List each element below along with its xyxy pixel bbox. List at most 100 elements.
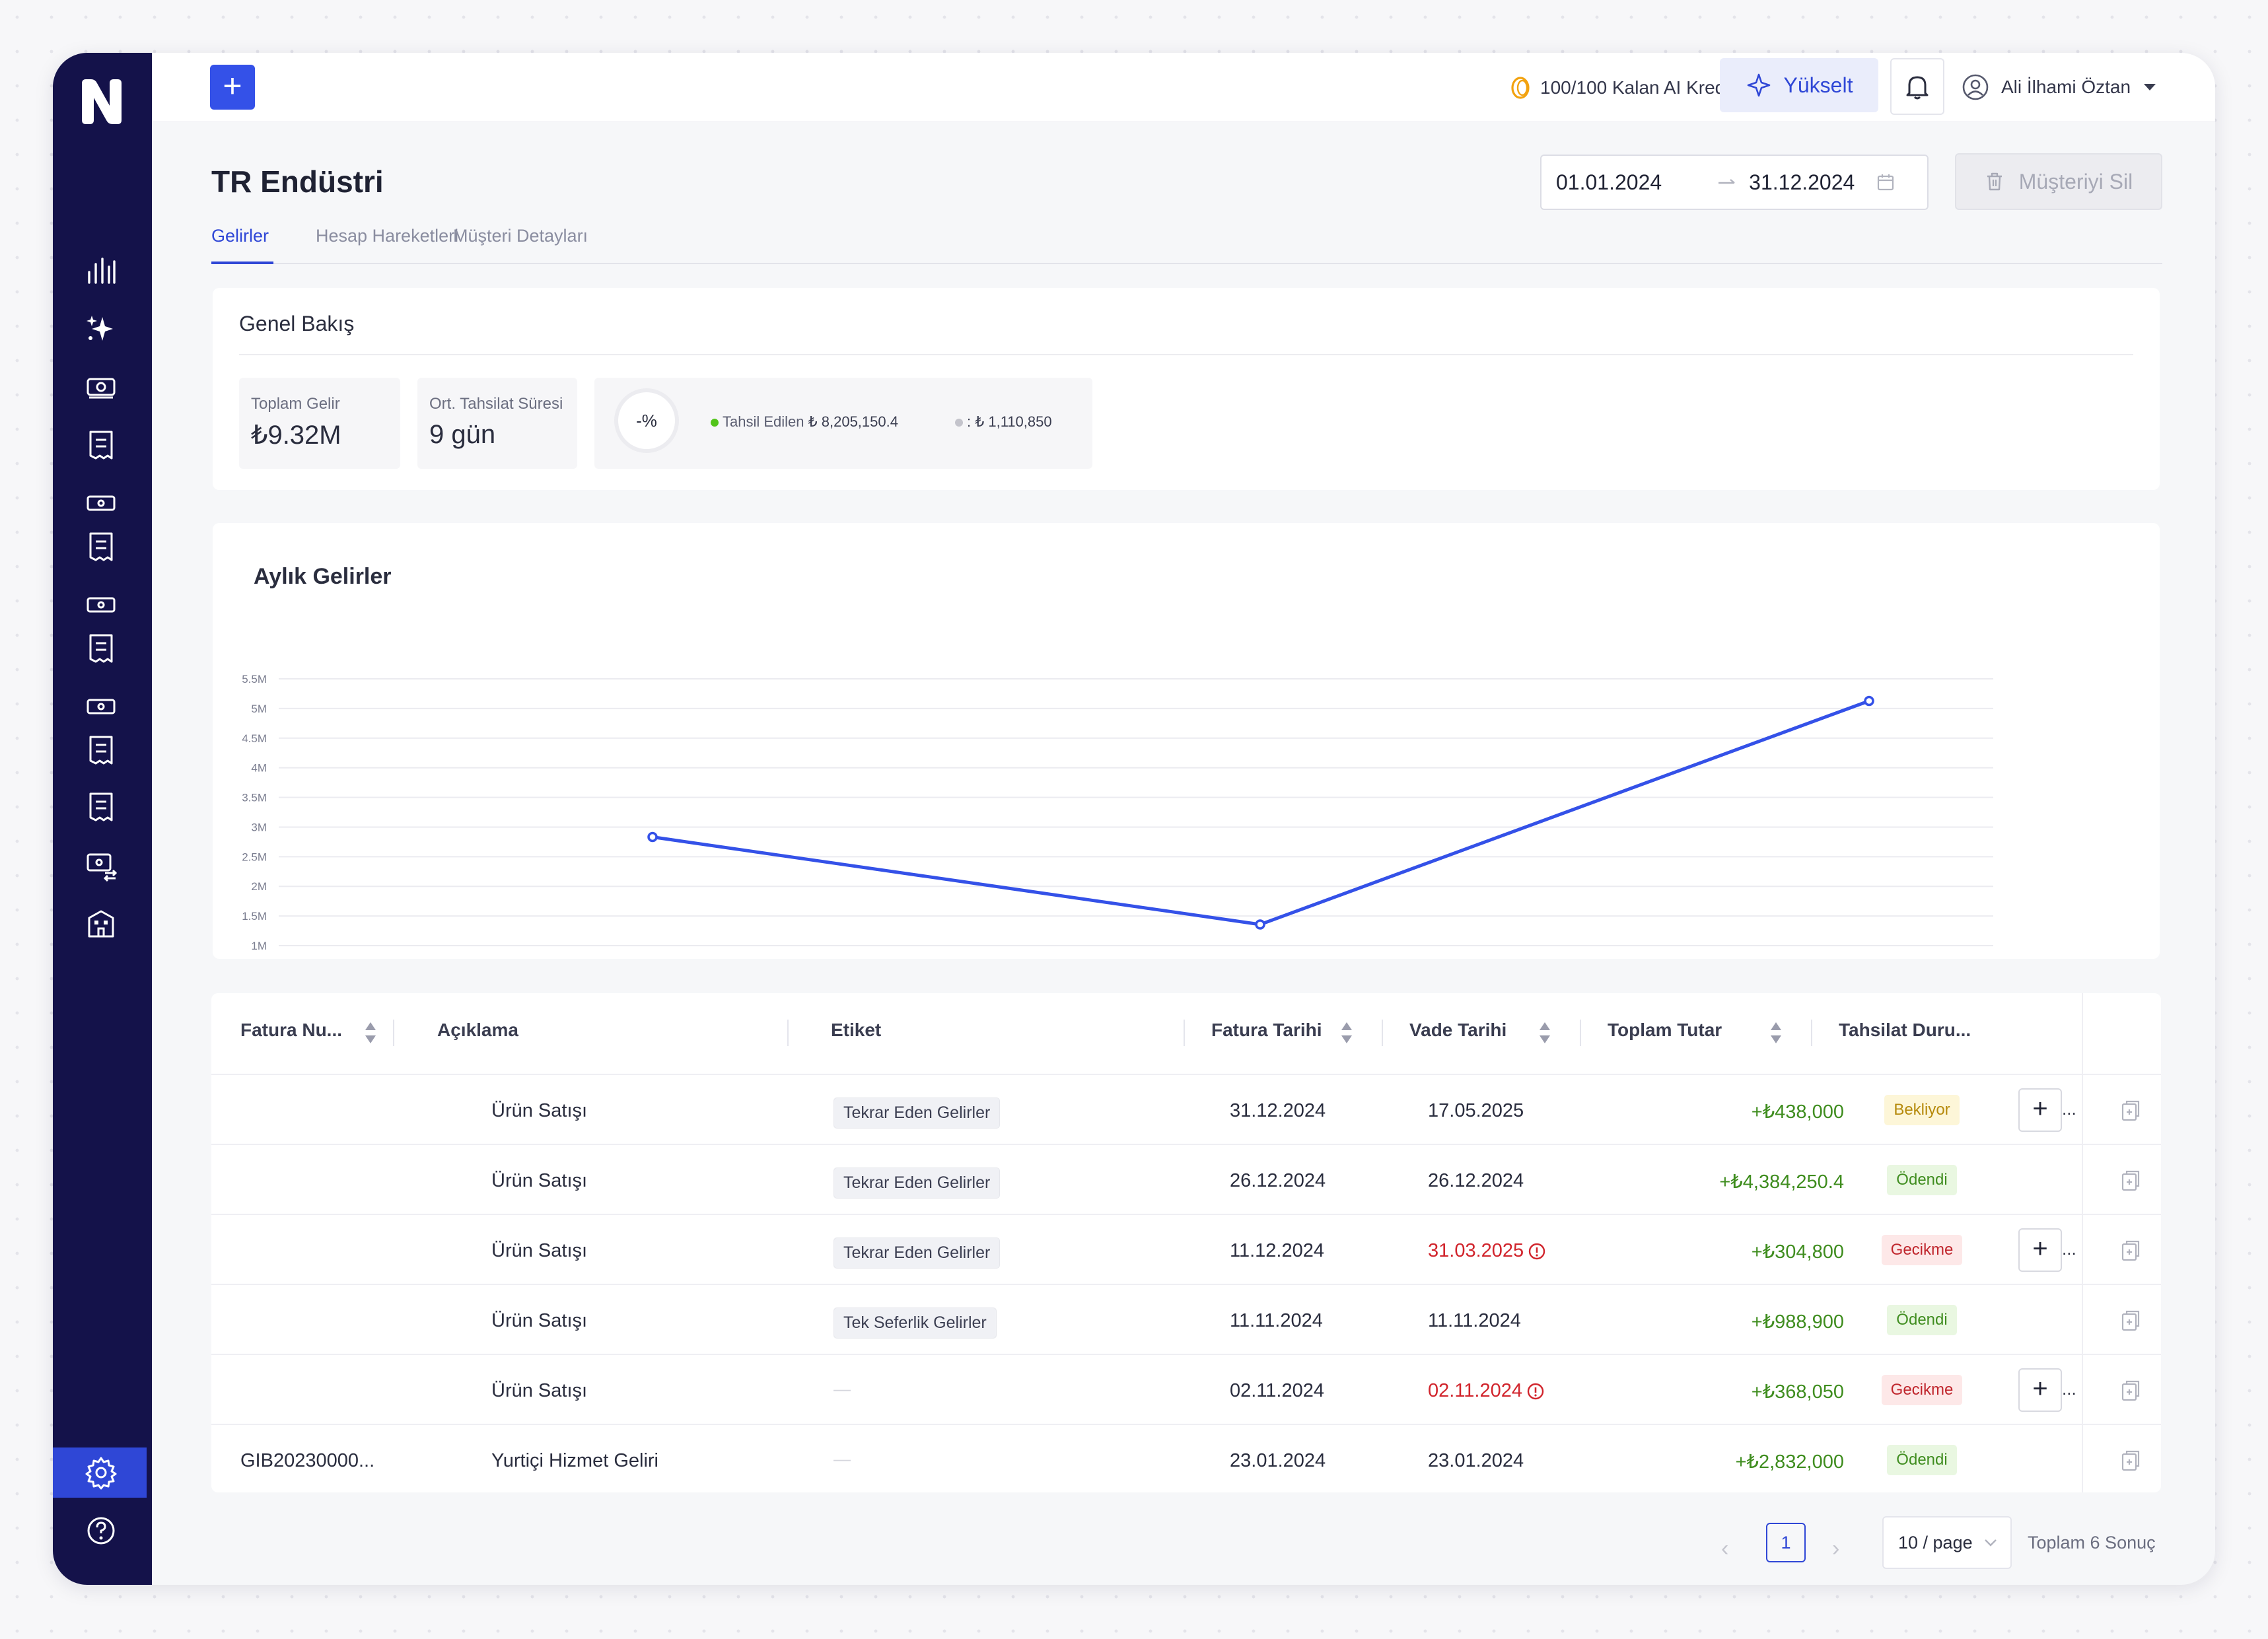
calendar-icon [1878, 174, 1894, 191]
other-label: : [967, 413, 972, 430]
status-badge: Bekliyor [1884, 1095, 1960, 1125]
logo[interactable] [75, 75, 128, 128]
receipt-icon[interactable] [83, 427, 120, 464]
wallet-icon[interactable] [83, 485, 120, 522]
add-payment-button[interactable]: + [2018, 1088, 2062, 1132]
sticky-divider [2082, 1285, 2083, 1355]
description: Ürün Satışı [491, 1310, 588, 1331]
tab-musteri-detaylari[interactable]: Müşteri Detayları [453, 226, 588, 246]
total-amount: +₺438,000 [1751, 1101, 1844, 1123]
tab-gelirler[interactable]: Gelirler [211, 226, 269, 246]
column-separator [1811, 1020, 1812, 1046]
user-icon [1962, 74, 1989, 100]
wallet-icon[interactable] [83, 688, 120, 725]
column-header[interactable]: Toplam Tutar [1608, 1020, 1722, 1040]
sparkles-icon[interactable] [83, 310, 120, 347]
receipt-icon[interactable] [83, 788, 120, 825]
bell-icon [1906, 76, 1929, 100]
help-icon[interactable] [83, 1512, 120, 1549]
copy-icon[interactable] [2120, 1379, 2141, 1403]
copy-icon[interactable] [2120, 1239, 2141, 1263]
copy-icon[interactable] [2120, 1449, 2141, 1473]
column-header[interactable]: Fatura Tarihi [1211, 1020, 1322, 1040]
next-page-button[interactable]: › [1832, 1536, 1840, 1561]
y-tick-label: 5M [251, 703, 267, 715]
date-end[interactable]: 31.12.2024 [1749, 170, 1855, 194]
transfer-icon[interactable] [83, 847, 120, 884]
receipt-icon[interactable] [83, 528, 120, 565]
prev-page-button[interactable]: ‹ [1721, 1536, 1729, 1561]
add-payment-button[interactable]: + [2018, 1228, 2062, 1272]
sort-icon[interactable] [1538, 1018, 1552, 1047]
page-1-button[interactable]: 1 [1766, 1523, 1806, 1562]
arrow-right-icon [1719, 179, 1735, 184]
copy-icon[interactable] [2120, 1099, 2141, 1123]
add-button[interactable]: + [210, 65, 255, 110]
total-results: Toplam 6 Sonuç [2028, 1533, 2156, 1552]
copy-icon[interactable] [2120, 1169, 2141, 1193]
total-amount: +₺368,050 [1751, 1381, 1844, 1403]
overview-card: Genel Bakış Toplam Gelir ₺9.32M Ort. Tah… [213, 288, 2160, 490]
top-bar: + 100/100 Kalan AI Kredisi Yükselt Ali İ… [152, 53, 2215, 122]
wallet-icon[interactable] [83, 586, 120, 623]
status-badge: Gecikme [1881, 1235, 1963, 1265]
table-row[interactable]: Ürün Satışı Tekrar Eden Gelirler 11.12.202… [211, 1214, 2161, 1285]
table-row[interactable]: Ürün Satışı — 02.11.2024 02.11.2024 +₺368,05… [211, 1354, 2161, 1425]
tag-badge: Tekrar Eden Gelirler [833, 1238, 1001, 1269]
y-tick-label: 1.5M [242, 910, 267, 923]
upgrade-label: Yükselt [1783, 73, 1853, 97]
due-date-value: 23.01.2024 [1428, 1450, 1524, 1471]
table-row[interactable]: Ürün Satışı Tek Seferlik Gelirler 11.11.20… [211, 1284, 2161, 1355]
y-tick-label: 5.5M [242, 673, 267, 685]
status-badge: Ödendi [1887, 1305, 1957, 1335]
date-start[interactable]: 01.01.2024 [1556, 170, 1662, 194]
description: Yurtiçi Hizmet Geliri [491, 1450, 658, 1471]
data-point[interactable] [1255, 919, 1265, 930]
copy-icon[interactable] [2120, 1309, 2141, 1333]
due-date-value: 26.12.2024 [1428, 1170, 1524, 1191]
table-row[interactable]: Ürün Satışı Tekrar Eden Gelirler 26.12.202… [211, 1144, 2161, 1215]
column-separator [1580, 1020, 1581, 1046]
upgrade-button[interactable]: Yükselt [1720, 58, 1878, 112]
notifications-button[interactable] [1890, 58, 1944, 115]
column-header[interactable]: Tahsilat Duru... [1839, 1020, 1971, 1040]
page-size-select[interactable]: 10 / page [1882, 1516, 2012, 1569]
column-separator [393, 1020, 394, 1046]
data-point[interactable] [1864, 695, 1874, 707]
column-header[interactable]: Fatura Nu... [240, 1020, 343, 1040]
tab-hesap-hareketleri[interactable]: Hesap Hareketleri [316, 226, 459, 246]
invoice-date: 02.11.2024 [1230, 1380, 1324, 1401]
due-date-value: 11.11.2024 [1428, 1310, 1521, 1331]
delete-customer-button[interactable]: Müşteriyi Sil [1955, 153, 2162, 210]
receipt-icon[interactable] [83, 732, 120, 769]
credits-label: 100/100 Kalan AI Kredisi [1540, 77, 1743, 98]
delete-customer-label: Müşteriyi Sil [2018, 169, 2133, 193]
column-header[interactable]: Açıklama [437, 1020, 518, 1040]
user-menu[interactable]: Ali İlhami Öztan [1962, 67, 2157, 107]
sort-icon[interactable] [1339, 1018, 1354, 1047]
cash-icon[interactable] [83, 368, 120, 405]
building-icon[interactable] [83, 905, 120, 942]
invoice-date: 23.01.2024 [1230, 1450, 1326, 1471]
sticky-divider [2082, 1075, 2083, 1145]
add-payment-button[interactable]: + [2018, 1368, 2062, 1412]
bar-chart-icon[interactable] [83, 252, 120, 289]
sort-icon[interactable] [1769, 1018, 1783, 1047]
date-range-picker[interactable]: 01.01.2024 31.12.2024 [1540, 155, 1929, 210]
sort-icon[interactable] [363, 1018, 378, 1047]
settings-icon[interactable] [83, 1454, 120, 1491]
column-header[interactable]: Vade Tarihi [1409, 1020, 1507, 1040]
collected-dot [711, 419, 719, 427]
receipt-icon[interactable] [83, 630, 120, 667]
tab-divider [211, 263, 2162, 264]
overview-title: Genel Bakış [239, 312, 355, 335]
table-row[interactable]: GIB20230000... Yurtiçi Hizmet Geliri — 23.0… [211, 1424, 2161, 1492]
description: Ürün Satışı [491, 1380, 588, 1401]
collected-value: ₺ 8,205,150.4 [808, 413, 898, 430]
column-header[interactable]: Etiket [831, 1020, 882, 1040]
table-row[interactable]: Ürün Satışı Tekrar Eden Gelirler 31.12.202… [211, 1074, 2161, 1145]
chevron-down-icon [1984, 1539, 1997, 1547]
data-point[interactable] [647, 831, 658, 843]
tag-badge: Tekrar Eden Gelirler [833, 1098, 1001, 1129]
